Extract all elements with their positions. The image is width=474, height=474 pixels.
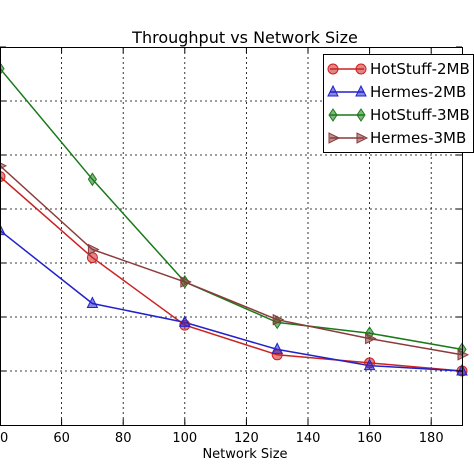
data-point [87,172,98,187]
chart-title: Throughput vs Network Size [131,28,358,47]
data-point [271,342,284,354]
legend-marker [356,108,366,122]
y-axis-ticks [0,46,462,372]
legend-marker [328,108,338,122]
series-lines [0,68,463,372]
data-point [0,171,6,183]
series-line-3 [0,165,463,356]
series-line-0 [0,176,463,372]
x-tick-label: 120 [234,431,259,446]
data-point [87,243,100,256]
legend-label: Hermes-2MB [370,83,466,101]
x-tick-label: 60 [53,431,70,446]
legend-label: HotStuff-3MB [370,106,470,124]
data-point [178,315,191,327]
series-markers [0,61,470,377]
data-point [86,296,99,308]
series-line-2 [0,68,463,351]
legend-marker [328,132,341,144]
x-axis-title: Network Size [202,447,287,462]
x-tick-label: 160 [357,431,382,446]
x-tick-label: 100 [172,431,197,446]
legend-marker [356,132,369,144]
legend-marker [327,84,339,97]
legend-box [323,54,474,153]
x-tick-label: 140 [296,431,321,446]
legend-marker [355,63,367,75]
legend-label: Hermes-3MB [370,129,466,147]
plot-frame [0,47,463,426]
data-point [180,276,192,288]
legend: HotStuff-2MB Hermes-2MB HotStuff-3MB Hermes… [323,54,474,153]
data-point [0,223,6,236]
legend-marker [327,63,339,75]
data-point [363,358,376,371]
x-tick-label: 40 [0,431,8,446]
series-line-1 [0,230,463,372]
x-tick-label: 180 [419,431,444,446]
legend-label: HotStuff-2MB [370,60,470,78]
data-point [365,332,377,345]
legend-marker [355,84,367,97]
x-tick-label: 80 [115,431,132,446]
data-point [272,313,285,326]
x-axis-ticks: 40 60 80 100 120 140 160 180 [0,47,444,446]
